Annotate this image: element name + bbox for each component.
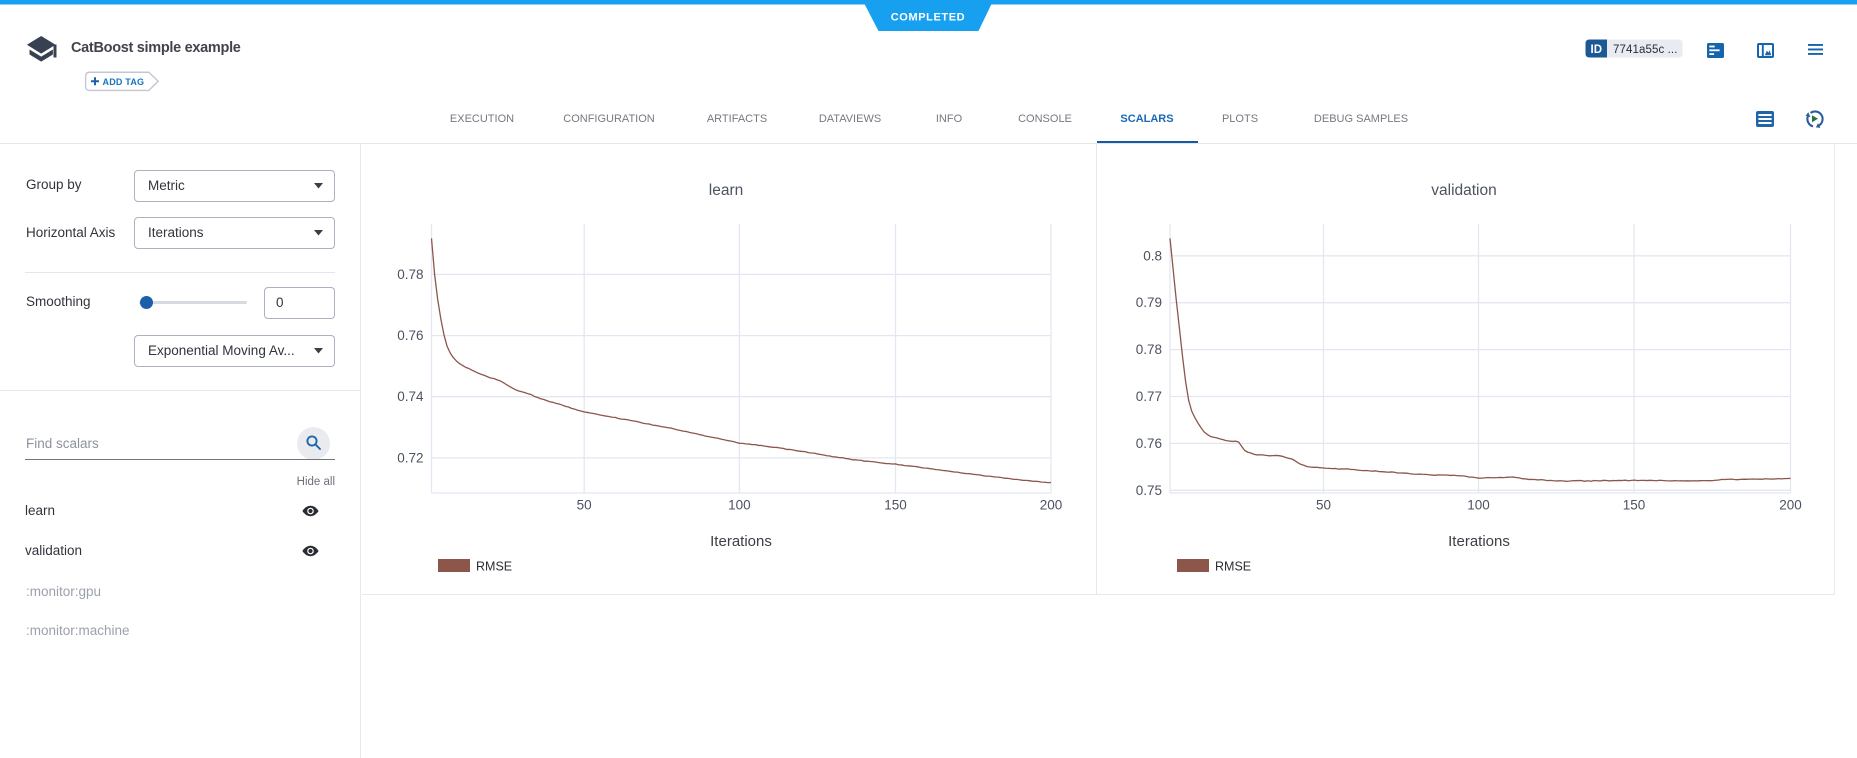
svg-text:learn: learn <box>709 182 743 199</box>
svg-text:ADD TAG: ADD TAG <box>103 77 145 87</box>
svg-text:0.77: 0.77 <box>1136 389 1162 404</box>
svg-text:0.78: 0.78 <box>397 267 423 282</box>
svg-text:100: 100 <box>1467 498 1490 513</box>
svg-text:0.75: 0.75 <box>1136 483 1162 498</box>
svg-text:0.76: 0.76 <box>1136 436 1162 451</box>
svg-text:0.8: 0.8 <box>1143 248 1162 263</box>
svg-text:validation: validation <box>1431 182 1497 199</box>
svg-text:RMSE: RMSE <box>1215 560 1251 574</box>
svg-text:50: 50 <box>1316 498 1331 513</box>
svg-text:150: 150 <box>884 498 907 513</box>
svg-text:50: 50 <box>577 498 592 513</box>
svg-text:ID: ID <box>1591 44 1603 56</box>
svg-text:0.79: 0.79 <box>1136 295 1162 310</box>
svg-text:COMPLETED: COMPLETED <box>891 12 965 24</box>
svg-text:Iterations: Iterations <box>1448 533 1510 550</box>
svg-text:RMSE: RMSE <box>476 560 512 574</box>
svg-text:7741a55c ...: 7741a55c ... <box>1613 44 1678 56</box>
svg-text:100: 100 <box>728 498 751 513</box>
svg-text:0.74: 0.74 <box>397 389 424 404</box>
svg-text:0.72: 0.72 <box>397 450 423 465</box>
svg-text:150: 150 <box>1623 498 1646 513</box>
svg-text:0.78: 0.78 <box>1136 342 1162 357</box>
svg-text:200: 200 <box>1040 498 1063 513</box>
svg-text:0.76: 0.76 <box>397 328 423 343</box>
svg-text:200: 200 <box>1779 498 1802 513</box>
svg-text:Iterations: Iterations <box>710 533 772 550</box>
